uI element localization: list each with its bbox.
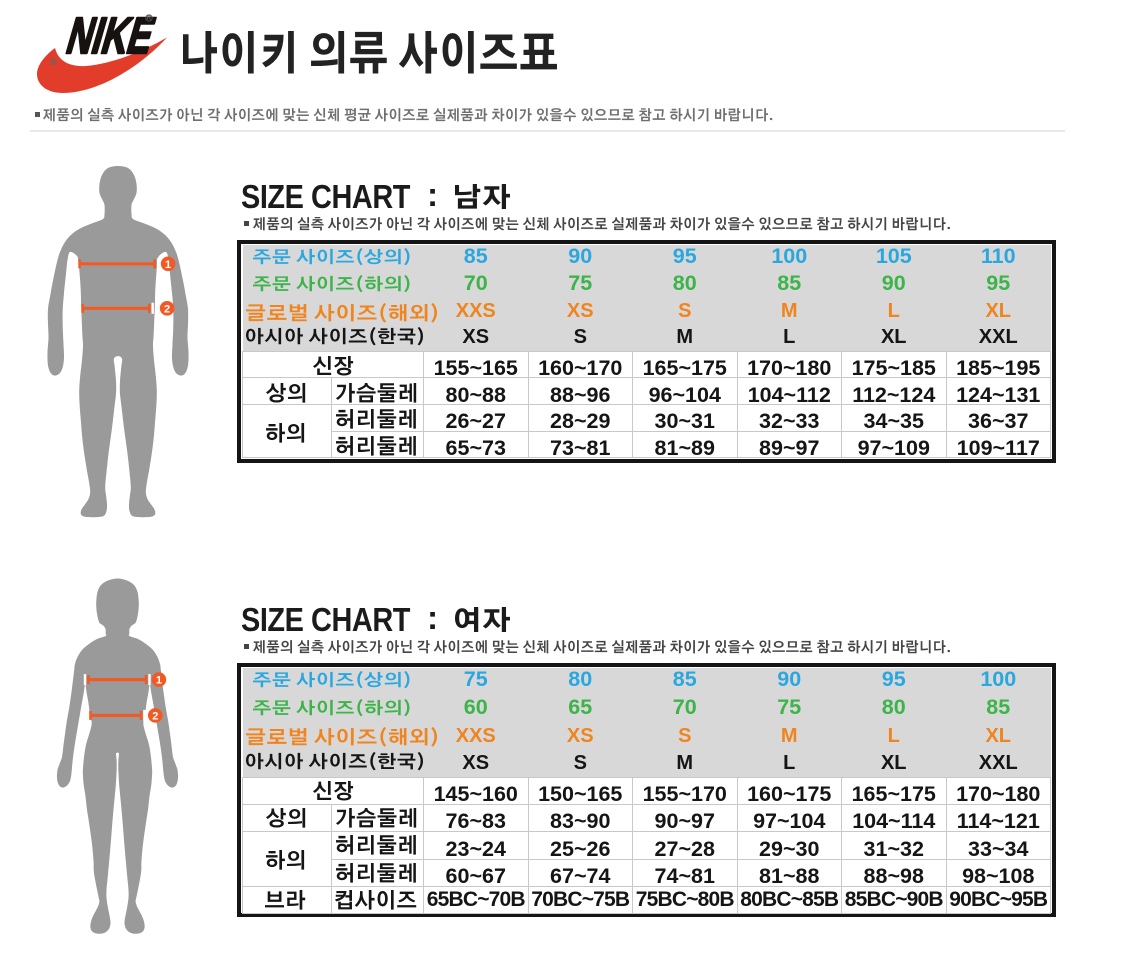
- svg-text:R: R: [147, 16, 152, 22]
- svg-text:NIKE: NIKE: [61, 8, 161, 65]
- svg-text:1: 1: [165, 259, 171, 271]
- svg-text:1: 1: [156, 675, 162, 687]
- svg-text:R: R: [52, 60, 56, 66]
- svg-text:2: 2: [164, 303, 170, 315]
- svg-text:2: 2: [152, 710, 158, 722]
